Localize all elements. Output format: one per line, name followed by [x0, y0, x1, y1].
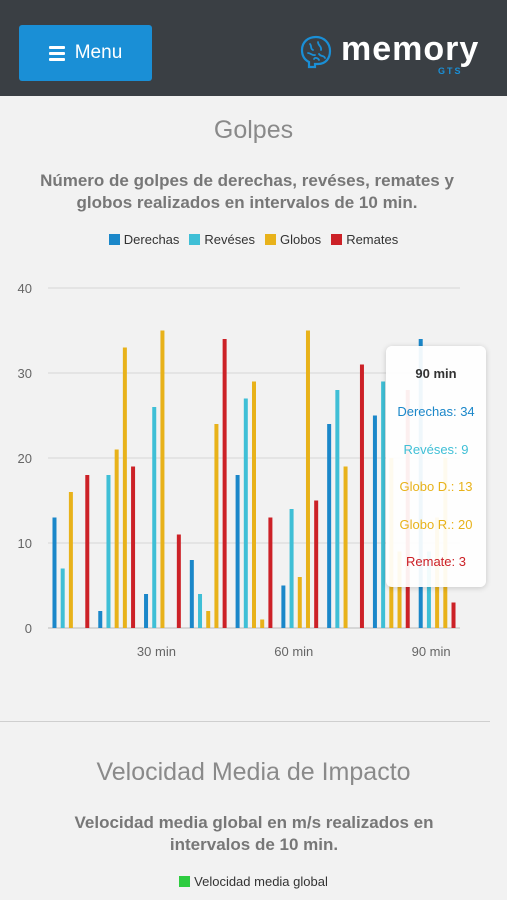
bar-derechas-4[interactable]: [189, 560, 194, 628]
y-tick-label: 0: [25, 621, 32, 636]
tooltip-line-reveses: Revéses: 9: [403, 442, 469, 457]
top-bar: Menu memory GTS: [0, 0, 507, 96]
bar-revéses-7[interactable]: [335, 390, 340, 628]
tooltip-line-globo-r: Globo R.: 20: [399, 517, 473, 532]
bar-derechas-5[interactable]: [235, 475, 240, 628]
bar-globos-6[interactable]: [297, 577, 302, 628]
menu-button[interactable]: Menu: [19, 25, 152, 81]
legend-label: Revéses: [204, 232, 255, 247]
legend-label: Remates: [346, 232, 399, 247]
bar-revéses-9[interactable]: [426, 551, 431, 629]
bar-revéses-8[interactable]: [381, 381, 386, 629]
bar-remates-4[interactable]: [222, 339, 227, 628]
bar-globos-1[interactable]: [68, 492, 73, 628]
logo-subtext: GTS: [438, 66, 463, 76]
tooltip-title: 90 min: [415, 366, 457, 381]
legend-swatch: [179, 876, 191, 887]
bar-globos-4[interactable]: [206, 611, 211, 628]
bar-remates-3[interactable]: [176, 534, 181, 629]
chart-tooltip: 90 min Derechas: 34 Revéses: 9 Globo D.:…: [386, 346, 486, 587]
bar-revéses-4[interactable]: [198, 594, 203, 628]
x-tick-label: 90 min: [412, 644, 451, 659]
legend-label: Derechas: [123, 232, 180, 247]
bar-remates-7[interactable]: [359, 364, 364, 629]
menu-button-label: Menu: [74, 42, 123, 63]
x-tick-label: 30 min: [137, 644, 176, 659]
bar-revéses-3[interactable]: [152, 407, 157, 628]
legend-item-reveses[interactable]: Revéses: [189, 232, 255, 247]
velocidad-legend: Velocidad media global: [0, 874, 507, 889]
legend-item-velocidad[interactable]: Velocidad media global: [179, 874, 328, 889]
tooltip-line-globo-d: Globo D.: 13: [399, 479, 473, 494]
bar-globos-4[interactable]: [214, 424, 219, 628]
velocidad-title: Velocidad Media de Impacto: [96, 758, 411, 786]
tooltip-line-derechas: Derechas: 34: [397, 404, 475, 419]
section-divider: [0, 721, 490, 722]
legend-item-globos[interactable]: Globos: [264, 232, 322, 247]
bar-remates-5[interactable]: [268, 517, 273, 629]
bar-globos-3[interactable]: [160, 330, 165, 629]
chart-legend: Derechas Revéses Globos Remates: [0, 232, 507, 247]
bar-revéses-5[interactable]: [243, 398, 248, 629]
y-tick-label: 10: [18, 536, 32, 551]
velocidad-description: Velocidad media global en m/s realizados…: [74, 813, 434, 854]
bar-remates-2[interactable]: [131, 466, 136, 629]
bar-globos-5[interactable]: [260, 619, 265, 629]
bar-derechas-7[interactable]: [327, 424, 332, 628]
legend-item-derechas[interactable]: Derechas: [108, 232, 180, 247]
legend-swatch: [108, 234, 120, 245]
bar-globos-6[interactable]: [305, 330, 310, 629]
tooltip-line-remate: Remate: 3: [406, 554, 466, 569]
y-tick-label: 30: [18, 366, 32, 381]
legend-swatch: [189, 234, 201, 245]
legend-label: Globos: [279, 232, 322, 247]
bar-remates-6[interactable]: [314, 500, 319, 629]
bar-globos-2[interactable]: [122, 347, 127, 629]
bar-derechas-2[interactable]: [98, 611, 103, 628]
legend-label: Velocidad media global: [194, 874, 328, 889]
bar-derechas-3[interactable]: [144, 594, 149, 628]
legend-item-remates[interactable]: Remates: [331, 232, 398, 247]
legend-swatch: [264, 234, 276, 245]
bar-globos-8[interactable]: [397, 551, 402, 629]
y-tick-label: 40: [18, 281, 32, 296]
bar-globos-2[interactable]: [114, 449, 119, 629]
golpes-description: Número de golpes de derechas, revéses, r…: [40, 171, 454, 212]
app-logo: memory GTS: [298, 30, 488, 76]
logo-text: memory: [341, 30, 480, 68]
hamburger-icon: [48, 45, 65, 61]
bar-derechas-6[interactable]: [281, 585, 286, 629]
x-tick-label: 60 min: [274, 644, 313, 659]
y-tick-label: 20: [18, 451, 32, 466]
bar-derechas-1[interactable]: [52, 517, 57, 629]
bar-globos-5[interactable]: [252, 381, 256, 629]
bar-remates-1[interactable]: [85, 475, 90, 628]
bar-remates-9[interactable]: [451, 602, 456, 629]
golpes-title: Golpes: [213, 116, 294, 144]
brain-icon: [300, 35, 332, 69]
bar-revéses-6[interactable]: [289, 509, 294, 628]
bar-derechas-8[interactable]: [372, 415, 377, 629]
bar-revéses-1[interactable]: [60, 568, 65, 629]
bar-globos-7[interactable]: [343, 466, 348, 629]
bar-revéses-2[interactable]: [106, 475, 111, 628]
legend-swatch: [331, 234, 343, 245]
